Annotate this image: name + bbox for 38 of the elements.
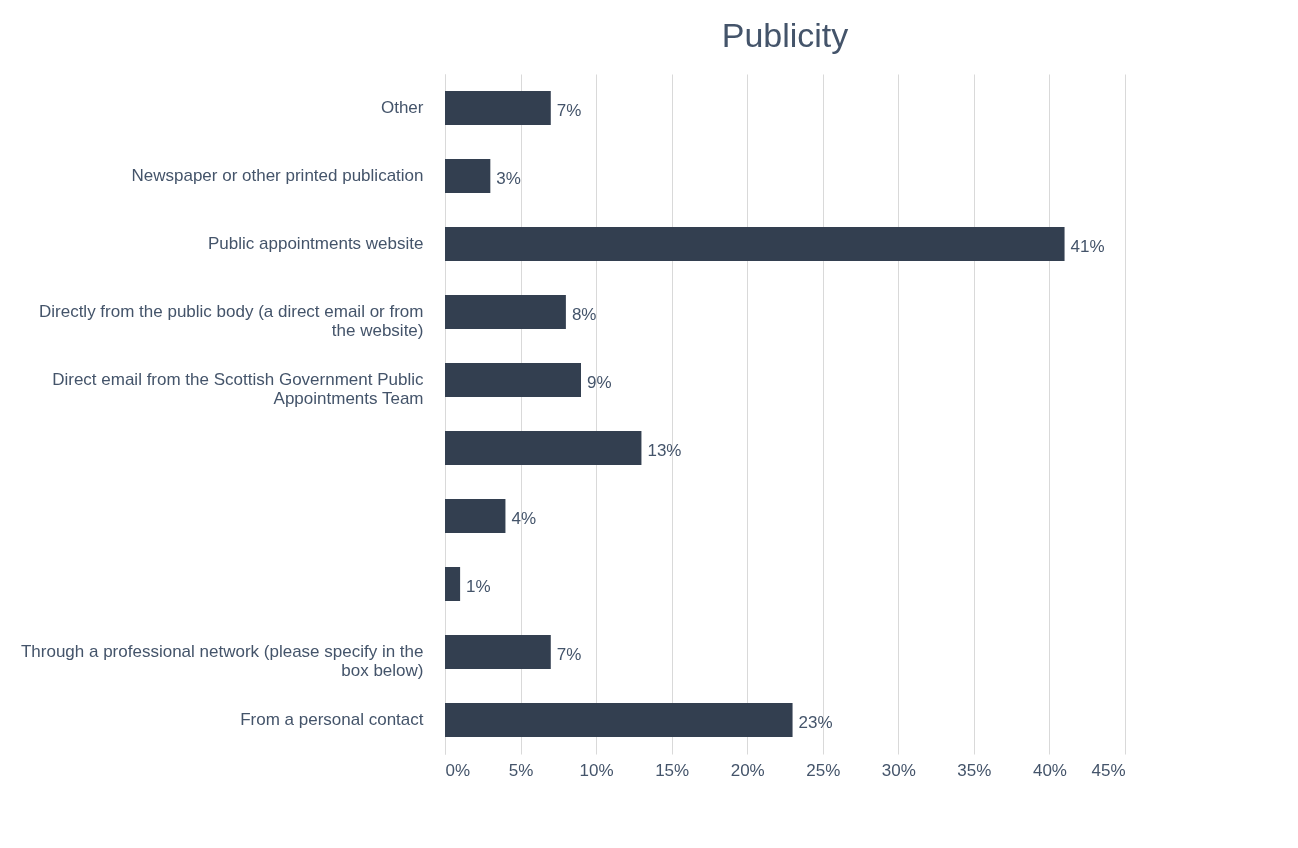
bar [445,703,793,737]
data-label: 4% [511,509,537,528]
x-tick-label: 45% [1091,760,1126,780]
x-tick-label: 40% [1032,760,1067,780]
x-tick-label: 5% [508,760,534,780]
y-tick-label: From a personal contact [240,710,424,729]
bar [445,363,581,397]
bar [445,159,491,193]
x-tick-label: 10% [579,760,614,780]
bar [445,295,566,329]
data-label: 1% [466,577,491,596]
bar [445,91,551,125]
x-tick-label: 15% [655,760,690,780]
bar [445,635,551,669]
x-tick-label: 30% [881,760,916,780]
x-tick-label: 0% [445,760,471,780]
x-tick-label: 35% [957,760,992,780]
data-label: 3% [496,169,521,188]
y-tick-label: Through a professional network (please specify in the box below) [20,642,424,680]
bar [445,567,461,601]
data-label: 13% [647,441,682,460]
data-label: 8% [571,305,597,324]
x-tick-label: 25% [806,760,841,780]
y-tick-label: Newspaper or other printed publication [131,166,424,185]
data-label: 7% [556,645,582,664]
data-label: 23% [798,713,833,732]
data-label: 7% [556,101,582,120]
bar [445,227,1065,261]
data-label: 9% [587,373,612,392]
y-tick-label: Direct email from the Scottish Government Public Appointments Team [52,370,424,408]
y-tick-label: Public appointments website [208,234,424,253]
chart-title: Publicity [721,16,849,54]
bar [445,431,642,465]
y-tick-label: Other [380,98,424,117]
bar [445,499,506,533]
x-tick-label: 20% [730,760,765,780]
data-label: 41% [1070,237,1105,256]
y-tick-label: Directly from the public body (a direct email or from the website) [38,302,424,340]
